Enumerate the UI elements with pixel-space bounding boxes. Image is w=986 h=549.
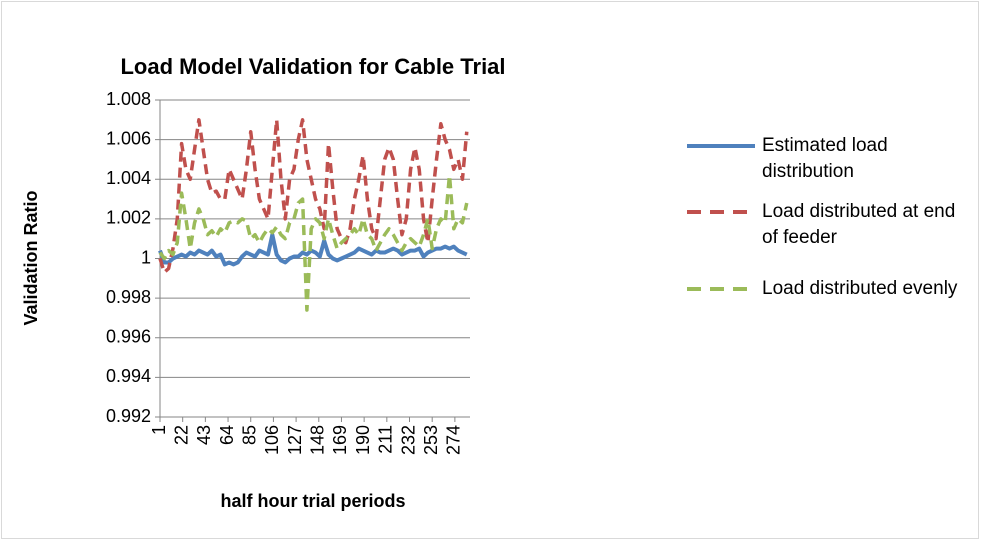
x-tick-label: 190: [353, 425, 373, 455]
x-tick-label: 274: [444, 425, 464, 455]
x-tick-label: 43: [194, 425, 214, 445]
chart-border: [1, 1, 979, 539]
y-tick-label: 0.992: [106, 406, 151, 426]
x-tick-label: 64: [217, 425, 237, 445]
series-line: [158, 173, 469, 312]
y-tick-label: 1: [141, 247, 151, 267]
x-tick-label: 211: [376, 425, 396, 454]
y-tick-label: 1.002: [106, 208, 151, 228]
chart-title: Load Model Validation for Cable Trial: [120, 54, 505, 79]
y-axis-label: Validation Ratio: [21, 190, 41, 325]
legend-label: Estimated load distribution: [762, 135, 888, 182]
y-tick-label: 1.008: [106, 89, 151, 109]
y-tick-label: 0.996: [106, 327, 151, 347]
x-tick-label: 85: [239, 425, 259, 445]
x-tick-label: 1: [149, 425, 169, 435]
x-tick-label: 127: [285, 425, 305, 455]
y-tick-label: 1.006: [106, 128, 151, 148]
x-tick-label: 148: [308, 425, 328, 455]
x-tick-label: 106: [262, 425, 282, 455]
y-tick-label: 0.994: [106, 366, 151, 386]
x-axis-label: half hour trial periods: [220, 491, 405, 511]
series-line: [158, 232, 468, 267]
x-tick-label: 232: [398, 425, 418, 455]
legend-label: Load distributed at end of feeder: [762, 201, 956, 248]
y-tick-label: 1.004: [106, 168, 151, 188]
x-tick-label: 253: [421, 425, 441, 455]
y-tick-label: 0.998: [106, 287, 151, 307]
series-line: [158, 118, 469, 275]
legend-label: Load distributed evenly: [762, 278, 958, 299]
x-tick-label: 169: [330, 425, 350, 455]
x-tick-label: 22: [171, 425, 191, 445]
